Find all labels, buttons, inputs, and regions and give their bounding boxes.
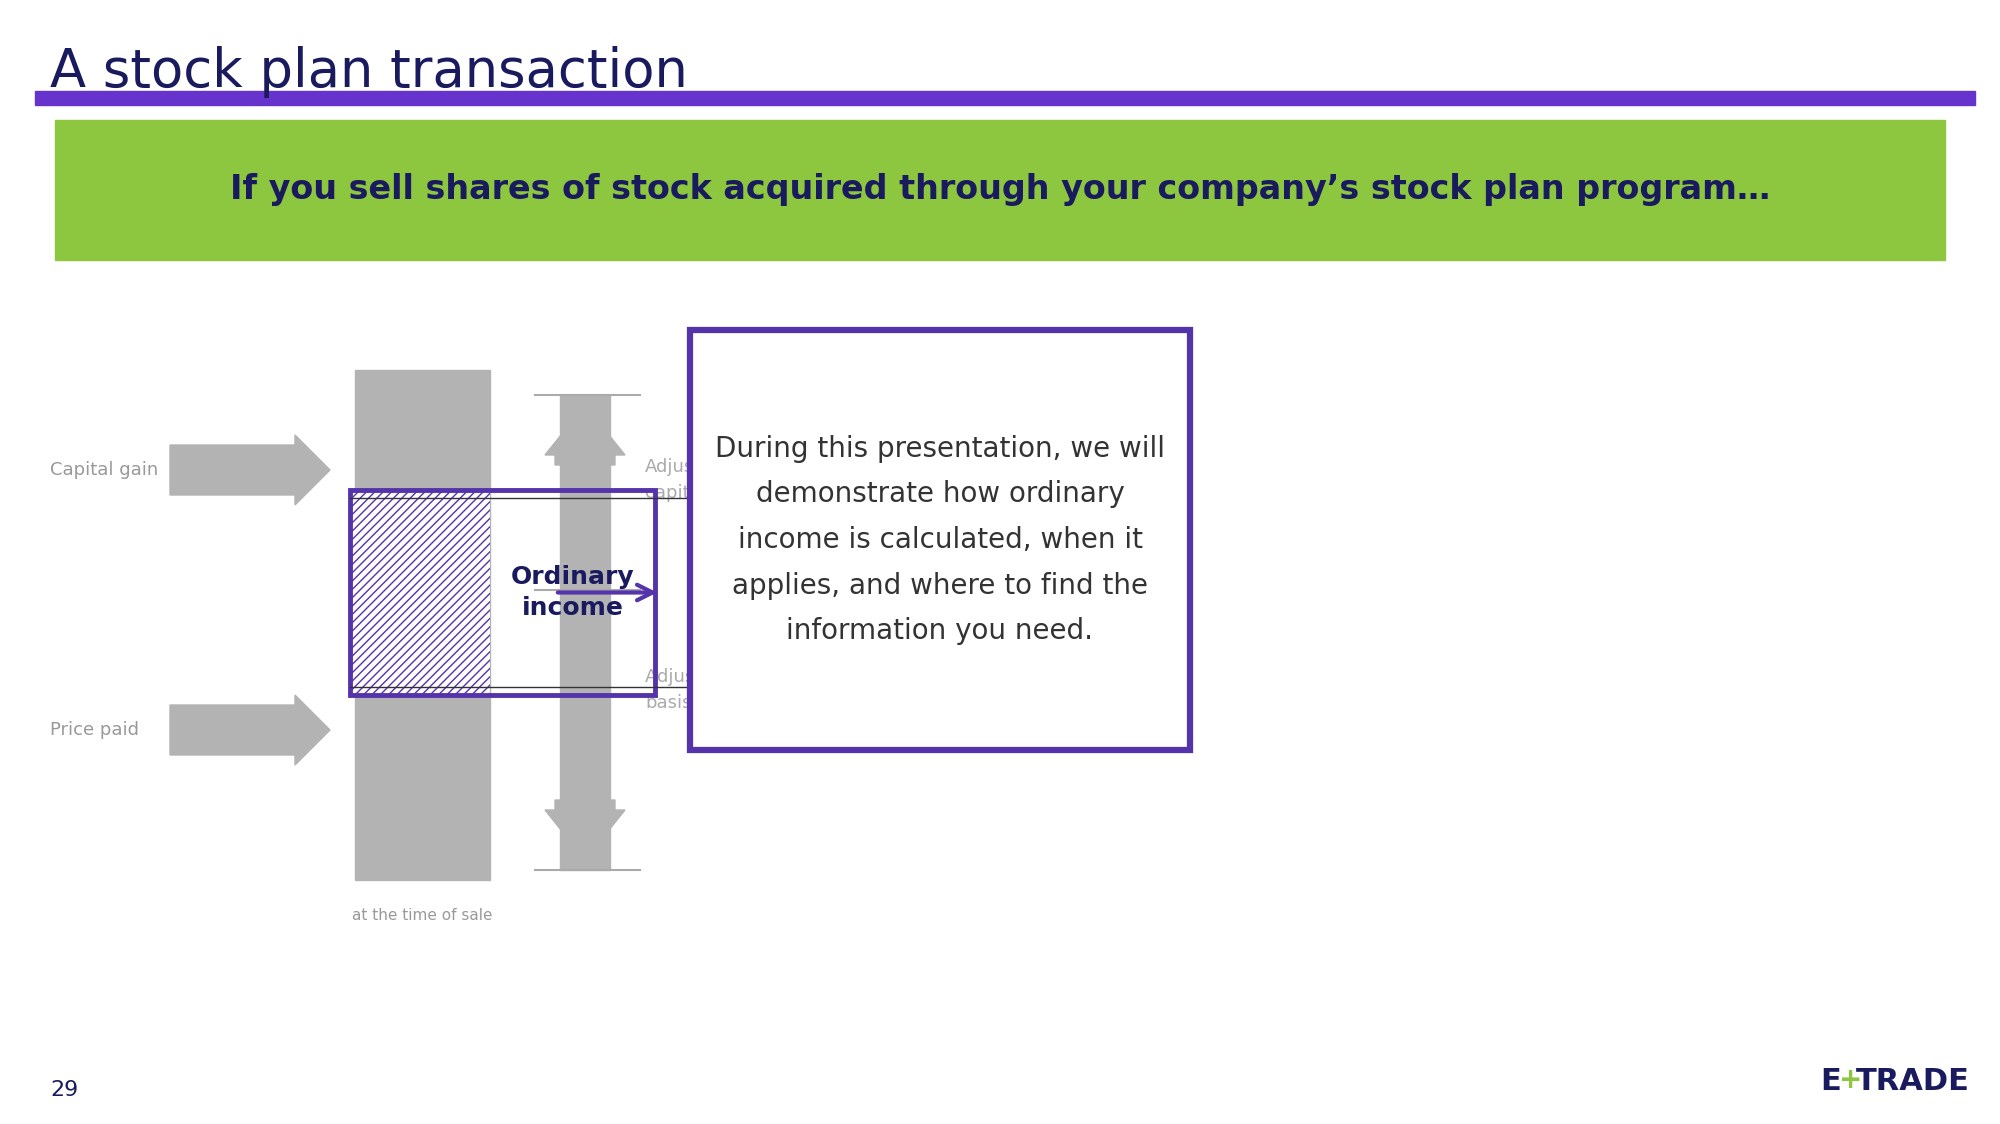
Bar (350, 490, 656, 695)
FancyArrow shape (170, 435, 330, 505)
Bar (560, 395, 610, 870)
Bar (36, 91, 1976, 105)
Text: 29: 29 (50, 1080, 78, 1100)
Text: A stock plan transaction: A stock plan transaction (50, 46, 688, 98)
Text: at the time of sale: at the time of sale (352, 907, 492, 923)
FancyArrow shape (170, 695, 330, 765)
FancyArrow shape (544, 405, 624, 465)
Text: TRADE: TRADE (1856, 1068, 1970, 1097)
Text: Adjusted cost
basis: Adjusted cost basis (644, 669, 766, 711)
Bar (350, 490, 490, 695)
Text: +: + (1840, 1066, 1862, 1094)
Bar (356, 370, 490, 880)
FancyBboxPatch shape (690, 330, 1190, 750)
Text: Capital gain: Capital gain (50, 461, 158, 479)
FancyArrow shape (544, 800, 624, 860)
Bar (56, 120, 1944, 260)
Text: Price paid: Price paid (50, 720, 140, 738)
Text: During this presentation, we will
demonstrate how ordinary
income is calculated,: During this presentation, we will demons… (716, 435, 1164, 645)
Text: E: E (1820, 1068, 1840, 1097)
Text: Ordinary
income: Ordinary income (510, 564, 634, 620)
Text: Adjusted
capital gain: Adjusted capital gain (644, 459, 750, 501)
Text: If you sell shares of stock acquired through your company’s stock plan program…: If you sell shares of stock acquired thr… (230, 173, 1770, 207)
